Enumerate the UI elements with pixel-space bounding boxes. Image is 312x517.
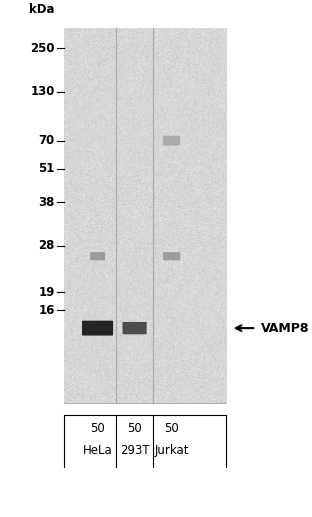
Text: VAMP8: VAMP8 (261, 322, 310, 334)
FancyBboxPatch shape (163, 136, 180, 145)
Text: 293T: 293T (120, 444, 149, 457)
Text: 130: 130 (30, 85, 55, 98)
FancyBboxPatch shape (163, 252, 180, 260)
Text: HeLa: HeLa (83, 444, 112, 457)
Text: 50: 50 (90, 422, 105, 435)
Text: 28: 28 (38, 239, 55, 252)
Text: kDa: kDa (29, 3, 55, 16)
FancyBboxPatch shape (82, 321, 113, 336)
Text: 38: 38 (38, 196, 55, 209)
FancyBboxPatch shape (123, 322, 147, 334)
FancyBboxPatch shape (90, 252, 105, 260)
Bar (64, 27, 226, 403)
Text: 250: 250 (30, 42, 55, 55)
Text: 50: 50 (164, 422, 179, 435)
Text: 16: 16 (38, 303, 55, 316)
Text: 19: 19 (38, 286, 55, 299)
Text: 50: 50 (127, 422, 142, 435)
Text: Jurkat: Jurkat (154, 444, 189, 457)
Text: 51: 51 (38, 162, 55, 175)
Text: 70: 70 (38, 134, 55, 147)
